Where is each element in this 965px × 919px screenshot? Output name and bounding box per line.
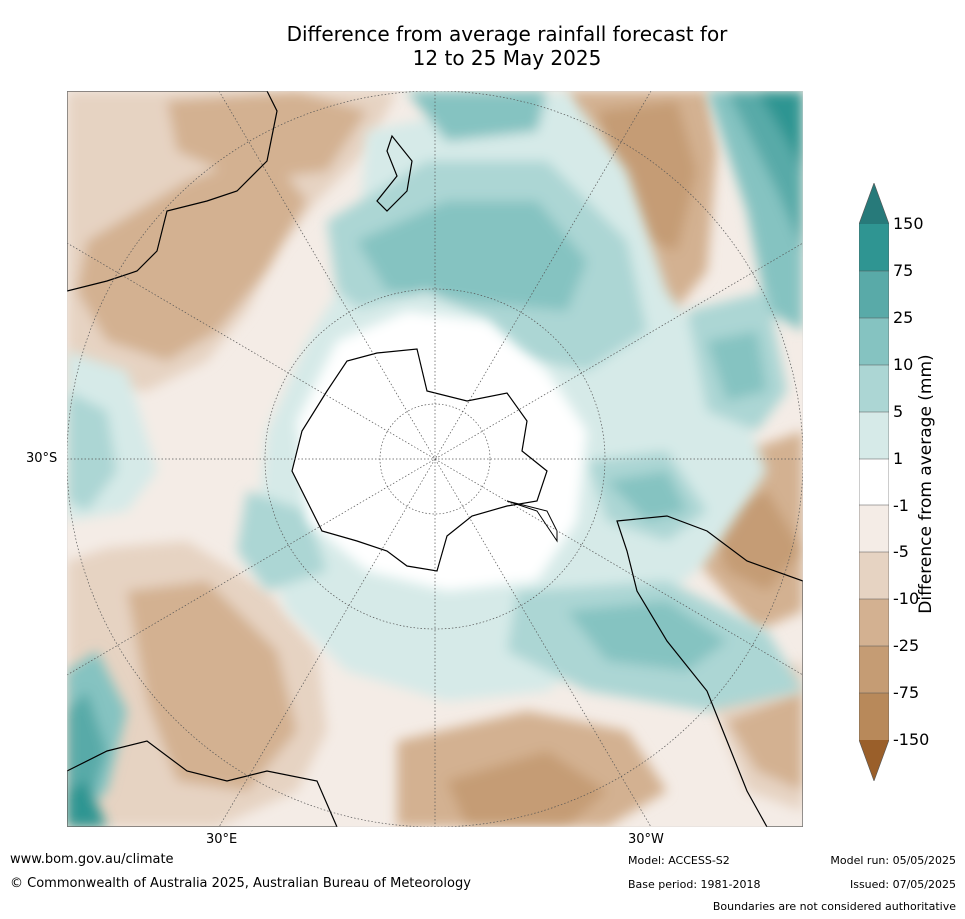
colorbar-band-m1-1 bbox=[859, 459, 889, 505]
model-name: Model: ACCESS-S2 bbox=[628, 854, 730, 867]
longitude-label-30w: 30°W bbox=[628, 832, 664, 847]
antarctica-coastline bbox=[291, 348, 548, 572]
graticule bbox=[67, 91, 803, 827]
colorbar bbox=[859, 183, 889, 781]
colorbar-tick: -150 bbox=[893, 730, 930, 749]
title-line-1: Difference from average rainfall forecas… bbox=[286, 22, 728, 46]
colorbar-tick: 150 bbox=[893, 214, 924, 233]
australia-coastline bbox=[67, 91, 278, 292]
south-america-coastline bbox=[616, 515, 803, 827]
colorbar-band-1-5 bbox=[859, 412, 889, 459]
colorbar-tick: 1 bbox=[893, 449, 904, 468]
colorbar-tick: 25 bbox=[893, 308, 914, 327]
colorbar-tick: -1 bbox=[893, 496, 909, 515]
colorbar-tick: -10 bbox=[893, 589, 920, 608]
colorbar-tick: -5 bbox=[893, 542, 909, 561]
colorbar-tick: 75 bbox=[893, 261, 914, 280]
longitude-label-30e: 30°E bbox=[206, 832, 238, 847]
base-period: Base period: 1981-2018 bbox=[628, 878, 761, 891]
colorbar-tick: -75 bbox=[893, 683, 920, 702]
title-line-2: 12 to 25 May 2025 bbox=[412, 46, 602, 70]
rainfall-anomaly-map bbox=[67, 91, 803, 827]
colorbar-lower-extension bbox=[859, 740, 889, 781]
model-run-date: Model run: 05/05/2025 bbox=[830, 854, 956, 867]
boundaries-disclaimer: Boundaries are not considered authoritat… bbox=[712, 900, 956, 913]
colorbar-band-5-10 bbox=[859, 365, 889, 412]
latitude-label-30s: 30°S bbox=[26, 451, 58, 466]
antarctic-peninsula bbox=[506, 500, 558, 543]
colorbar-band-m150-m75 bbox=[859, 693, 889, 740]
colorbar-tick: 10 bbox=[893, 355, 914, 374]
issued-date: Issued: 07/05/2025 bbox=[849, 878, 956, 891]
colorbar-band-10-25 bbox=[859, 318, 889, 365]
africa-coastline bbox=[67, 740, 338, 827]
colorbar-band-25-75 bbox=[859, 271, 889, 318]
colorbar-band-m5-m1 bbox=[859, 505, 889, 552]
colorbar-band-75-150 bbox=[859, 224, 889, 271]
website-link[interactable]: www.bom.gov.au/climate bbox=[10, 852, 174, 867]
colorbar-tick: -25 bbox=[893, 636, 920, 655]
new-zealand-coastline bbox=[376, 134, 413, 212]
colorbar-band-m75-m25 bbox=[859, 646, 889, 693]
colorbar-tick: 5 bbox=[893, 402, 904, 421]
colorbar-band-m25-m10 bbox=[859, 599, 889, 646]
colorbar-upper-extension bbox=[859, 183, 889, 224]
colorbar-band-m10-m5 bbox=[859, 552, 889, 599]
copyright-text: © Commonwealth of Australia 2025, Austra… bbox=[10, 876, 471, 891]
map-svg bbox=[67, 91, 803, 827]
colorbar-axis-label: Difference from average (mm) bbox=[916, 354, 936, 614]
chart-title: Difference from average rainfall forecas… bbox=[0, 22, 965, 70]
